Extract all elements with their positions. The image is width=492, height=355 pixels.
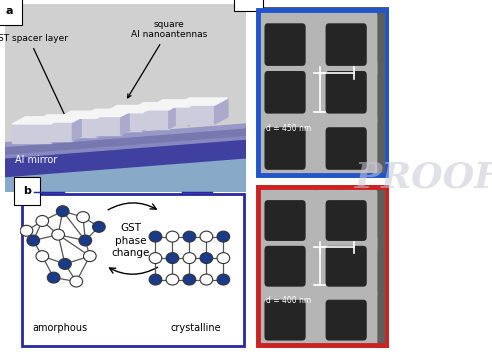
FancyBboxPatch shape [326, 127, 367, 170]
Text: crystalline: crystalline [171, 323, 221, 333]
FancyBboxPatch shape [254, 10, 316, 80]
Circle shape [183, 274, 196, 285]
Polygon shape [72, 115, 86, 141]
Circle shape [149, 253, 162, 263]
Text: b: b [23, 186, 31, 196]
Text: amorphous: amorphous [33, 323, 88, 333]
FancyBboxPatch shape [254, 287, 316, 354]
Circle shape [200, 274, 213, 285]
Circle shape [149, 231, 162, 242]
Circle shape [183, 231, 196, 242]
Polygon shape [5, 135, 246, 158]
Circle shape [57, 206, 69, 217]
Circle shape [166, 253, 179, 263]
Polygon shape [188, 100, 201, 126]
FancyBboxPatch shape [315, 10, 377, 80]
Polygon shape [150, 100, 201, 107]
FancyBboxPatch shape [254, 233, 316, 300]
Polygon shape [176, 98, 228, 105]
Polygon shape [130, 103, 182, 110]
Polygon shape [58, 111, 110, 118]
FancyBboxPatch shape [326, 300, 367, 340]
Circle shape [36, 215, 49, 226]
FancyBboxPatch shape [326, 246, 367, 287]
Circle shape [166, 231, 179, 242]
FancyBboxPatch shape [254, 187, 316, 254]
FancyBboxPatch shape [265, 71, 306, 114]
Polygon shape [5, 158, 246, 192]
Text: Al mirror: Al mirror [15, 155, 57, 165]
Polygon shape [176, 105, 215, 124]
Polygon shape [169, 103, 182, 129]
Polygon shape [104, 113, 142, 131]
Polygon shape [51, 117, 64, 143]
FancyBboxPatch shape [326, 23, 367, 66]
Circle shape [36, 251, 49, 262]
Polygon shape [121, 109, 134, 135]
Text: d = 450 nm: d = 450 nm [267, 124, 312, 133]
Polygon shape [104, 105, 155, 113]
Circle shape [84, 251, 96, 262]
Circle shape [77, 212, 90, 223]
FancyBboxPatch shape [326, 200, 367, 241]
FancyBboxPatch shape [265, 23, 306, 66]
FancyBboxPatch shape [254, 114, 316, 184]
Polygon shape [5, 139, 246, 177]
FancyBboxPatch shape [315, 187, 377, 254]
Circle shape [217, 231, 230, 242]
FancyBboxPatch shape [315, 233, 377, 300]
Text: d = 400 nm: d = 400 nm [267, 296, 312, 305]
Polygon shape [215, 98, 228, 124]
Circle shape [200, 253, 213, 263]
Text: square
Al nanoantennas: square Al nanoantennas [127, 20, 207, 98]
Circle shape [217, 253, 230, 263]
Polygon shape [96, 111, 110, 137]
Circle shape [183, 253, 196, 263]
Circle shape [47, 272, 60, 283]
Polygon shape [58, 118, 96, 137]
FancyBboxPatch shape [254, 58, 316, 127]
Polygon shape [5, 124, 246, 147]
Circle shape [200, 231, 213, 242]
Polygon shape [142, 105, 155, 131]
Circle shape [70, 276, 83, 287]
Circle shape [166, 274, 179, 285]
Polygon shape [5, 128, 246, 154]
Polygon shape [12, 124, 51, 143]
Polygon shape [150, 107, 188, 126]
Polygon shape [34, 122, 72, 141]
Circle shape [92, 222, 105, 232]
Text: a: a [5, 6, 13, 16]
Polygon shape [34, 115, 86, 122]
FancyBboxPatch shape [326, 71, 367, 114]
FancyBboxPatch shape [22, 194, 244, 346]
Circle shape [79, 235, 92, 246]
FancyBboxPatch shape [265, 300, 306, 340]
Text: GST
phase
change: GST phase change [111, 223, 150, 258]
Circle shape [149, 274, 162, 285]
Polygon shape [82, 109, 134, 116]
Circle shape [20, 225, 33, 236]
Text: PROOF: PROOF [355, 160, 492, 195]
Circle shape [217, 274, 230, 285]
Polygon shape [130, 110, 169, 129]
FancyBboxPatch shape [315, 287, 377, 354]
FancyBboxPatch shape [315, 114, 377, 184]
Polygon shape [12, 117, 64, 124]
Circle shape [59, 258, 71, 269]
FancyBboxPatch shape [265, 246, 306, 287]
FancyBboxPatch shape [315, 58, 377, 127]
FancyBboxPatch shape [265, 200, 306, 241]
Text: GST spacer layer: GST spacer layer [0, 34, 71, 128]
Circle shape [27, 235, 39, 246]
Circle shape [52, 229, 64, 240]
Polygon shape [82, 116, 121, 135]
FancyBboxPatch shape [265, 127, 306, 170]
